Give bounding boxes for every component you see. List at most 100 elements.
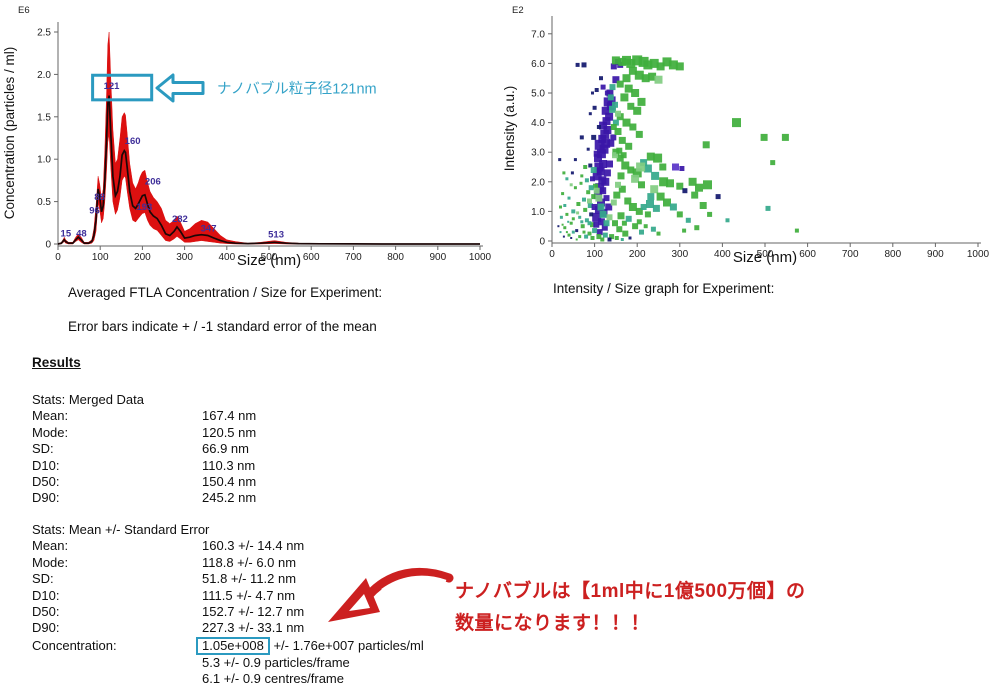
svg-text:1000: 1000 — [967, 249, 990, 260]
scatter-point — [580, 224, 585, 229]
scatter-point — [562, 235, 565, 238]
stat-row: Mean: 160.3 +/- 14.4 nm — [32, 538, 305, 554]
scatter-point — [597, 218, 605, 226]
scatter-point — [582, 230, 586, 234]
scatter-point — [603, 126, 612, 134]
svg-text:0: 0 — [45, 240, 51, 251]
scatter-point — [576, 211, 580, 215]
scatter-point — [590, 236, 595, 240]
scatter-point — [611, 56, 620, 65]
scatter-point — [573, 186, 577, 190]
scatter-point — [707, 211, 713, 217]
scatter-point — [561, 192, 565, 196]
scatter-point — [614, 128, 622, 135]
scatter-point — [643, 60, 653, 70]
scatter-point — [628, 203, 637, 211]
scatter-point — [656, 62, 665, 71]
svg-text:Intensity (a.u.): Intensity (a.u.) — [502, 86, 517, 172]
mean-line — [57, 95, 480, 245]
scatter-point — [666, 179, 674, 188]
stats-stderr-header: Stats: Mean +/- Standard Error — [32, 522, 210, 537]
right-chart-caption: Intensity / Size graph for Experiment: — [553, 281, 775, 296]
scatter-point — [594, 88, 599, 92]
red-arrow-head-notch — [349, 594, 370, 611]
scatter-point — [656, 231, 661, 236]
scatter-point — [603, 195, 610, 202]
scatter-point — [647, 193, 655, 201]
scatter-point — [627, 166, 635, 174]
scatter-point — [646, 200, 654, 208]
scatter-point — [622, 118, 631, 127]
scatter-point — [567, 196, 571, 200]
scatter-point — [596, 125, 601, 129]
scatter-point — [631, 174, 640, 183]
scatter-point — [558, 158, 562, 162]
scatter-point — [616, 226, 623, 233]
scatter-point — [592, 105, 597, 110]
scatter-point — [668, 60, 678, 70]
scatter-point — [592, 212, 602, 222]
scatter-point — [675, 62, 684, 71]
stat-row: D10: 111.5 +/- 4.7 nm — [32, 587, 296, 603]
scatter-point — [562, 171, 566, 175]
scatter-point — [604, 90, 610, 96]
svg-text:E2: E2 — [512, 5, 524, 16]
scatter-point — [669, 203, 677, 211]
scatter-point — [559, 215, 563, 219]
scatter-point — [591, 204, 598, 210]
svg-text:300: 300 — [671, 249, 688, 260]
scatter-point — [578, 235, 582, 239]
scatter-point — [588, 163, 593, 168]
scatter-point — [676, 182, 684, 190]
scatter-point — [605, 112, 614, 121]
scatter-point — [607, 94, 614, 101]
stat-row: 5.3 +/- 0.9 particles/frame — [202, 654, 350, 670]
scatter-point — [653, 153, 663, 163]
scatter-point — [781, 133, 789, 141]
scatter-point — [571, 209, 576, 214]
scatter-point — [592, 171, 602, 181]
scatter-point — [579, 135, 584, 140]
scatter-point — [702, 141, 710, 149]
intensity-size-chart: 0 100 200 300 400 500 600 700 800 900 1000 0 1.0 2.0 3… — [502, 5, 990, 266]
svg-text:0.5: 0.5 — [37, 197, 51, 208]
peak-label: 193 — [136, 202, 152, 213]
scatter-point — [644, 211, 651, 218]
svg-text:0: 0 — [539, 237, 545, 248]
scatter-point — [586, 190, 591, 195]
scatter-point — [593, 150, 600, 157]
scatter-point — [628, 236, 632, 240]
svg-text:500: 500 — [261, 252, 278, 263]
svg-text:7.0: 7.0 — [531, 29, 545, 40]
scatter-point — [641, 74, 650, 83]
scatter-point — [618, 136, 626, 144]
scatter-point — [649, 58, 659, 68]
scatter-point — [654, 75, 663, 84]
scatter-point — [565, 212, 569, 216]
peak-label: 48 — [76, 228, 87, 239]
scatter-point — [627, 102, 635, 110]
svg-text:200: 200 — [134, 252, 151, 263]
peak-label: 15 — [61, 228, 72, 239]
scatter-point — [643, 224, 648, 229]
scatter-point — [602, 117, 611, 126]
scatter-point — [578, 215, 582, 219]
scatter-point — [579, 181, 583, 185]
scatter-point — [580, 174, 584, 178]
scatter-point — [770, 160, 776, 166]
svg-text:700: 700 — [345, 252, 362, 263]
scatter-point — [624, 197, 632, 205]
scatter-point — [620, 152, 627, 159]
scatter-point — [621, 161, 630, 170]
svg-text:E6: E6 — [18, 5, 30, 16]
scatter-point — [597, 198, 605, 207]
scatter-point — [620, 238, 624, 241]
scatter-point — [637, 97, 646, 106]
scatter-point — [606, 160, 613, 168]
svg-text:600: 600 — [303, 252, 320, 263]
scatter-point — [601, 224, 608, 231]
scatter-point — [600, 129, 610, 139]
scatter-point — [622, 230, 629, 237]
scatter-point — [601, 138, 611, 148]
stats-merged-block: Stats: Merged Data Mean: 167.4 nm Mode: 12… — [32, 392, 256, 507]
